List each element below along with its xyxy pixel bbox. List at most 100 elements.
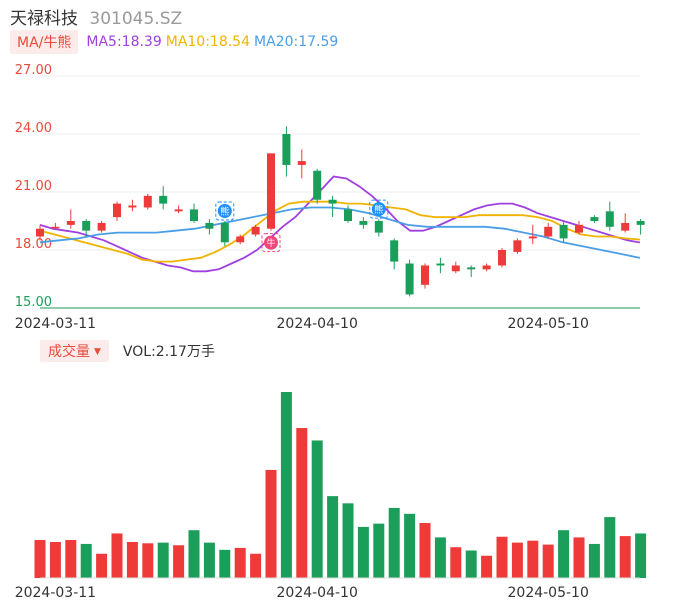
candle-body bbox=[451, 265, 460, 272]
candle bbox=[636, 219, 645, 235]
volume-bar bbox=[219, 549, 231, 578]
candle bbox=[344, 205, 352, 223]
candle-body bbox=[82, 221, 91, 231]
volume-bar bbox=[511, 542, 523, 578]
candle-body bbox=[374, 221, 383, 233]
x-tick-label: 2024-03-11 bbox=[15, 316, 96, 330]
candle bbox=[159, 186, 168, 210]
candle bbox=[405, 259, 414, 297]
volume-bar bbox=[311, 440, 323, 578]
signal-badge bbox=[264, 235, 278, 250]
candle-body bbox=[190, 209, 198, 221]
candle-body bbox=[544, 226, 553, 237]
volume-bar bbox=[342, 503, 354, 578]
x-tick-label: 2024-05-10 bbox=[508, 316, 589, 330]
caret-down-icon: ▼ bbox=[94, 347, 101, 357]
ma5-legend-item: MA5:18.39 bbox=[86, 34, 162, 50]
candle-body bbox=[528, 236, 537, 239]
candle-body bbox=[436, 263, 445, 266]
volume-bar bbox=[604, 517, 616, 578]
ma20-legend-item: MA20:17.59 bbox=[254, 34, 339, 50]
candle-body bbox=[513, 240, 522, 252]
ma10-line bbox=[39, 200, 641, 263]
candle bbox=[36, 224, 44, 241]
ma5-line bbox=[39, 175, 641, 273]
volume-bar bbox=[96, 553, 108, 578]
stock-header: 天禄科技 301045.SZ bbox=[10, 4, 182, 29]
candle bbox=[544, 222, 553, 239]
candle-body bbox=[621, 222, 630, 231]
volume-bar bbox=[296, 428, 308, 578]
volume-bar bbox=[188, 530, 200, 578]
volume-bar bbox=[481, 555, 493, 578]
candle bbox=[205, 219, 214, 235]
candle bbox=[66, 209, 75, 229]
volume-bar bbox=[49, 541, 61, 578]
candle bbox=[390, 238, 399, 270]
candle-body bbox=[328, 199, 337, 204]
candle bbox=[359, 217, 368, 229]
volume-bar bbox=[142, 543, 154, 578]
candle-body bbox=[467, 267, 476, 270]
candle bbox=[421, 263, 429, 289]
signal-label: 熊 bbox=[220, 206, 229, 218]
candle bbox=[297, 149, 306, 179]
candle bbox=[451, 261, 460, 274]
candle-body bbox=[390, 240, 399, 262]
volume-bar bbox=[573, 537, 585, 578]
candle bbox=[559, 221, 568, 243]
candle-body bbox=[113, 203, 121, 218]
candle bbox=[313, 168, 322, 204]
candle-body bbox=[482, 265, 491, 270]
ma20-line bbox=[39, 206, 641, 259]
volume-x-tick-label: 2024-03-11 bbox=[15, 585, 96, 601]
volume-bar bbox=[250, 553, 262, 578]
volume-bar bbox=[157, 542, 169, 578]
candle bbox=[51, 222, 60, 229]
candle bbox=[482, 263, 491, 272]
candle-body bbox=[97, 222, 106, 231]
candle bbox=[498, 248, 506, 268]
volume-bar bbox=[434, 537, 446, 578]
candle bbox=[190, 203, 198, 223]
volume-bar bbox=[558, 530, 570, 578]
candle-body bbox=[498, 250, 506, 266]
signal-frame bbox=[215, 201, 235, 221]
bear-signal-icon: 熊 bbox=[215, 201, 235, 221]
candle bbox=[328, 195, 337, 218]
volume-bar bbox=[419, 522, 431, 578]
volume-bar bbox=[588, 543, 600, 578]
signal-frame bbox=[369, 199, 389, 219]
signal-label: 熊 bbox=[374, 204, 383, 216]
candle-body bbox=[205, 222, 214, 229]
candle bbox=[513, 238, 522, 254]
volume-bar bbox=[173, 545, 185, 578]
candle bbox=[220, 221, 229, 247]
ma10-legend-item: MA10:18.54 bbox=[165, 34, 251, 50]
ma-legend: MA/牛熊 MA5:18.39 MA10:18.54 MA20:17.59 bbox=[10, 30, 342, 54]
candle-body bbox=[590, 217, 599, 221]
candle-body bbox=[421, 265, 429, 285]
candle bbox=[251, 224, 260, 237]
y-tick-label: 24.00 bbox=[15, 121, 52, 136]
candle bbox=[282, 126, 291, 177]
volume-bar bbox=[80, 543, 92, 578]
volume-bar bbox=[450, 547, 462, 578]
candle-body bbox=[267, 153, 275, 229]
candle bbox=[436, 257, 445, 274]
volume-indicator-dropdown[interactable]: 成交量 ▼ bbox=[40, 340, 109, 362]
volume-bar bbox=[65, 540, 77, 578]
candle bbox=[605, 201, 614, 231]
volume-bar bbox=[327, 496, 339, 578]
candle-body bbox=[359, 221, 368, 225]
volume-bar bbox=[34, 540, 46, 578]
candle-body bbox=[559, 224, 568, 239]
candle bbox=[113, 201, 121, 221]
candle bbox=[467, 265, 476, 278]
candle-body bbox=[636, 221, 645, 225]
candle-body bbox=[220, 222, 229, 243]
candle bbox=[528, 224, 537, 245]
ma-toggle-button[interactable]: MA/牛熊 bbox=[10, 30, 79, 54]
kline-chart: 27.00 24.00 21.00 18.00 15.00 2024-03-11 2024-… bbox=[15, 63, 645, 330]
